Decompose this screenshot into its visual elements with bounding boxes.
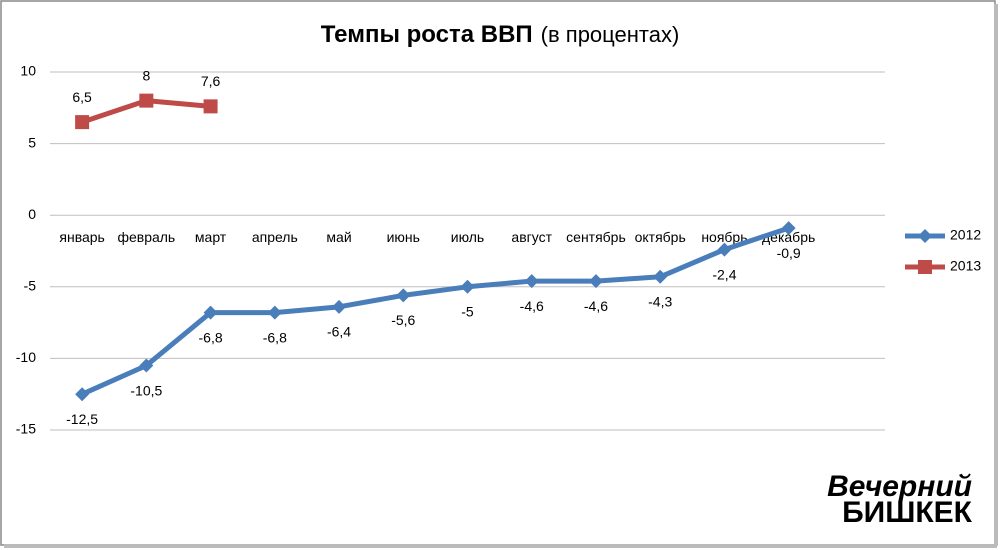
x-tick-label: январь: [59, 229, 104, 245]
data-label: -4,6: [520, 298, 544, 314]
data-label: -6,8: [263, 329, 287, 345]
point: [75, 115, 90, 130]
data-label: -4,6: [584, 298, 608, 314]
data-label: 8: [142, 67, 150, 83]
point: [653, 269, 668, 284]
point: [203, 305, 218, 320]
series-line: [81, 225, 790, 397]
point: [267, 305, 282, 320]
x-tick-label: март: [195, 229, 227, 245]
data-label: -12,5: [66, 411, 98, 427]
y-tick-label: 10: [20, 63, 36, 79]
title: Темпы роста ВВП: [321, 21, 533, 48]
point: [717, 242, 732, 257]
title-note: (в процентах): [541, 22, 680, 47]
watermark: Вечерний: [827, 470, 972, 503]
data-label: -6,4: [327, 324, 351, 340]
point: [396, 288, 411, 303]
point: [460, 279, 475, 294]
point: [139, 93, 154, 108]
point: [139, 358, 154, 373]
x-tick-label: ноябрь: [701, 229, 747, 245]
point: [332, 299, 347, 314]
y-tick-label: 5: [28, 134, 36, 150]
data-label: -4,3: [648, 293, 672, 309]
point: [781, 221, 796, 236]
y-tick-label: -15: [16, 421, 36, 437]
point: [588, 274, 603, 289]
x-tick-label: апрель: [252, 229, 298, 245]
y-tick-label: 0: [28, 206, 36, 222]
point: [203, 99, 218, 114]
data-label: 7,6: [201, 73, 221, 89]
x-tick-label: октябрь: [635, 229, 686, 245]
data-label: 6,5: [72, 89, 92, 105]
x-tick-label: февраль: [117, 229, 175, 245]
watermark: БИШКЕК: [842, 496, 973, 529]
data-label: -0,9: [777, 245, 801, 261]
legend-label: 2012: [950, 227, 981, 243]
data-label: -6,8: [199, 329, 223, 345]
x-tick-label: сентябрь: [566, 229, 626, 245]
legend-label: 2013: [950, 258, 981, 274]
x-tick-label: июнь: [387, 229, 420, 245]
x-tick-label: август: [511, 229, 552, 245]
point: [75, 387, 90, 402]
data-label: -5,6: [391, 312, 415, 328]
data-label: -10,5: [130, 382, 162, 398]
data-label: -5: [461, 304, 474, 320]
data-label: -2,4: [712, 266, 736, 282]
y-tick-label: -5: [24, 278, 37, 294]
x-tick-label: июль: [451, 229, 484, 245]
x-tick-label: май: [326, 229, 351, 245]
chart-title: Темпы роста ВВП (в процентах): [321, 21, 680, 48]
point: [918, 229, 932, 243]
point: [524, 274, 539, 289]
point: [918, 260, 932, 274]
y-tick-label: -10: [16, 349, 36, 365]
